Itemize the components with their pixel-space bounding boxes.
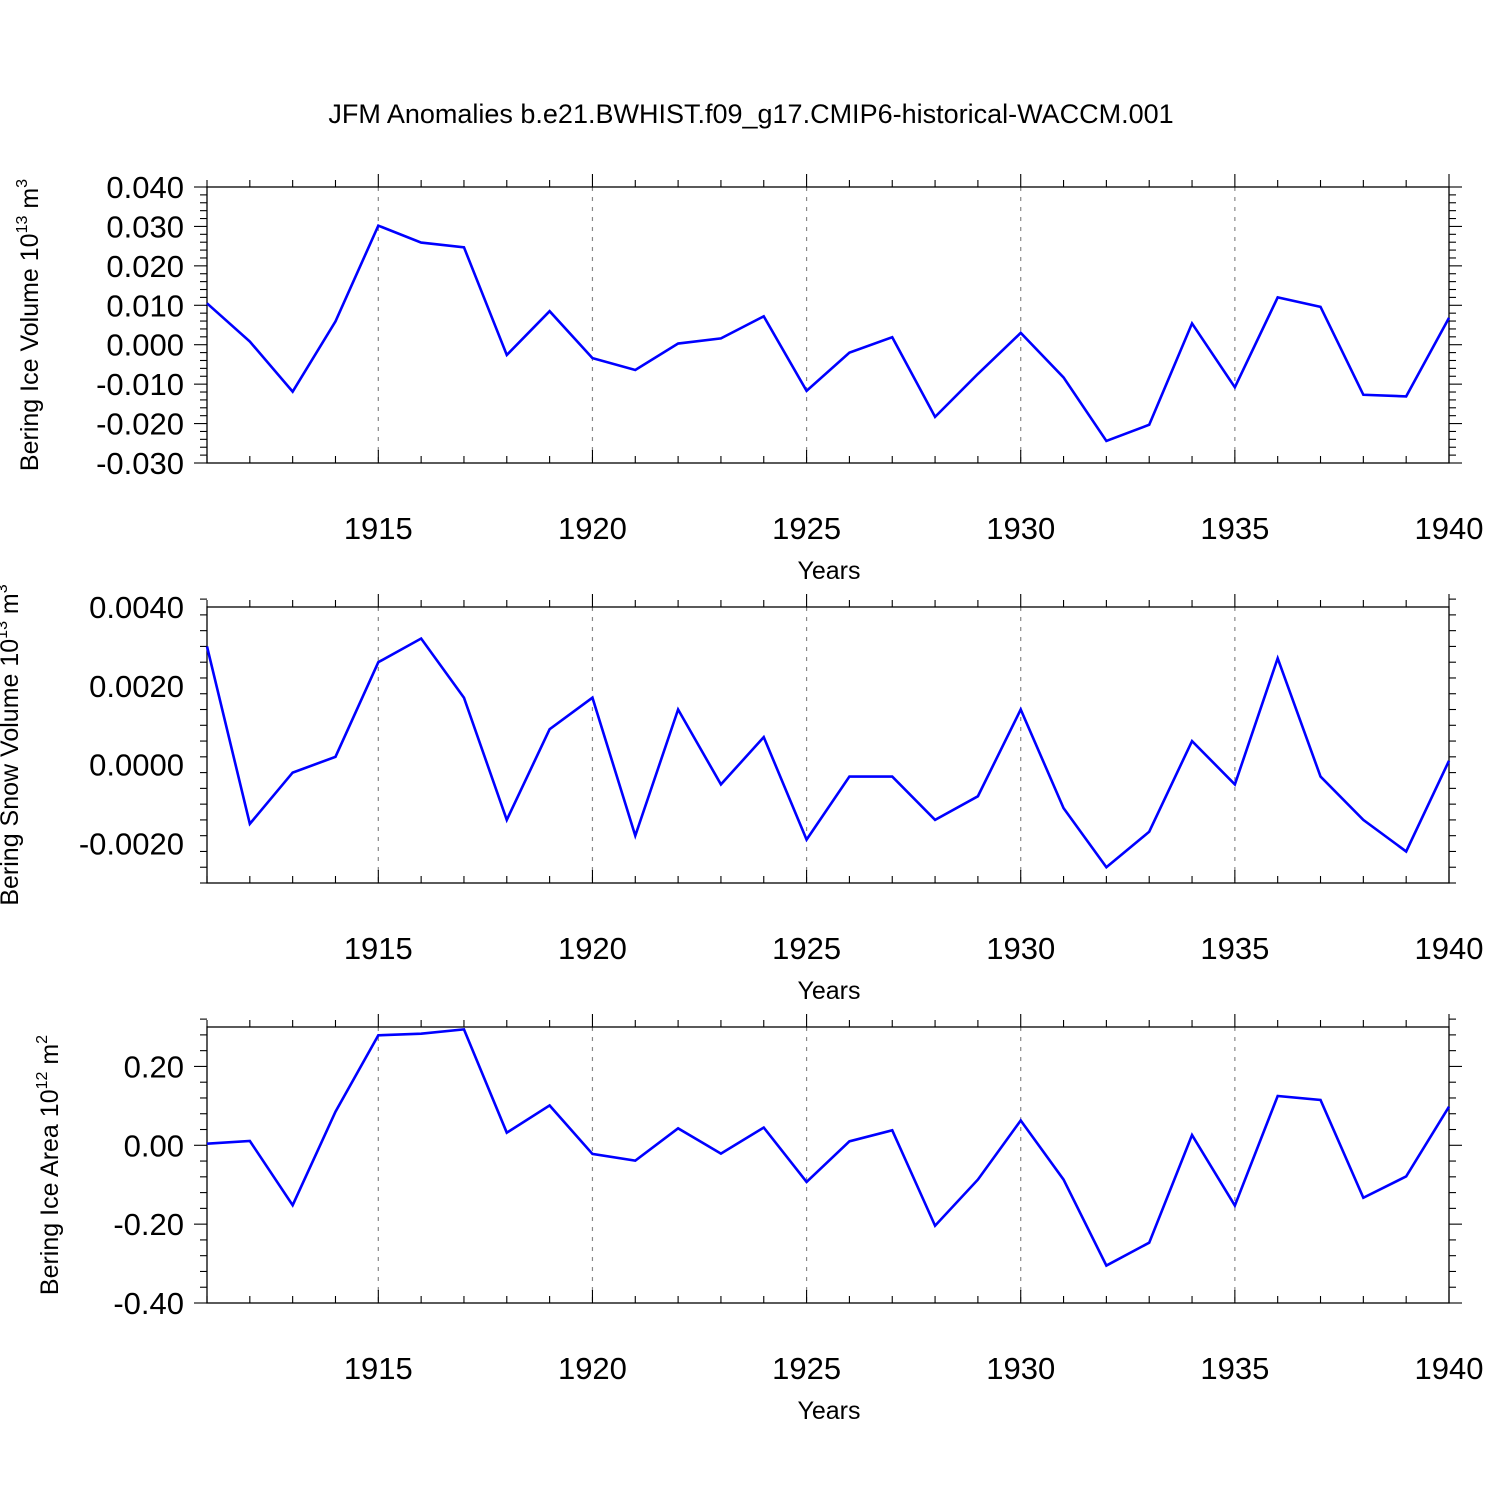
panel-1: -0.030 -0.020 -0.010 0.000 0.010 0.020 0.030 0.… <box>14 170 1483 585</box>
x-tick-label: 1915 <box>344 1351 413 1386</box>
y-tick-label: 0.020 <box>106 249 184 284</box>
x-tick-label: 1915 <box>344 931 413 966</box>
y-tick-label: 0.0040 <box>89 590 184 625</box>
x-tick-label: 1925 <box>772 931 841 966</box>
series-line <box>206 223 1451 443</box>
y-tick-label: -0.20 <box>113 1207 184 1242</box>
x-tick-label: 1920 <box>558 931 627 966</box>
x-tick-label: 1935 <box>1200 931 1269 966</box>
y-tick-label: 0.00 <box>124 1128 184 1163</box>
plot-frame <box>206 186 1450 464</box>
y-tick-label: -0.40 <box>113 1286 184 1321</box>
y-tick-label: -0.0020 <box>79 827 184 862</box>
series-line <box>205 636 1451 870</box>
x-axis-label: Years <box>797 557 860 585</box>
panel-3: -0.40 -0.20 0.00 0.20 1915 1920 1925 1930 1935 19… <box>34 1014 1483 1425</box>
x-axis-label: Years <box>797 1397 860 1425</box>
x-tick-label: 1920 <box>558 1351 627 1386</box>
x-tick-label: 1930 <box>986 931 1055 966</box>
y-tick-label: 0.030 <box>106 209 184 244</box>
plot-frame <box>206 606 1450 884</box>
y-tick-label: 0.010 <box>106 288 184 323</box>
y-axis-label: Bering Snow Volume 1013 m3 <box>0 584 24 905</box>
x-tick-label: 1940 <box>1415 511 1484 546</box>
y-axis-label: Bering Ice Volume 1013 m3 <box>14 179 44 471</box>
x-tick-label: 1920 <box>558 511 627 546</box>
panel-2: -0.0020 0.0000 0.0020 0.0040 1915 1920 1925 193… <box>0 584 1483 1005</box>
y-tick-label: -0.030 <box>96 446 184 481</box>
x-tick-label: 1935 <box>1200 1351 1269 1386</box>
x-tick-label: 1925 <box>772 511 841 546</box>
x-tick-label: 1925 <box>772 1351 841 1386</box>
x-tick-label: 1935 <box>1200 511 1269 546</box>
y-tick-label: 0.000 <box>106 328 184 363</box>
y-tick-label: 0.0000 <box>89 748 184 783</box>
x-tick-label: 1930 <box>986 1351 1055 1386</box>
panels: -0.030 -0.020 -0.010 0.000 0.010 0.020 0.030 0.… <box>0 170 1483 1425</box>
x-tick-label: 1940 <box>1415 931 1484 966</box>
y-tick-label: 0.040 <box>106 170 184 205</box>
x-tick-label: 1930 <box>986 511 1055 546</box>
chart-title: JFM Anomalies b.e21.BWHIST.f09_g17.CMIP6… <box>328 99 1173 129</box>
plot-frame <box>206 1026 1450 1304</box>
x-tick-label: 1940 <box>1415 1351 1484 1386</box>
x-tick-label: 1915 <box>344 511 413 546</box>
y-tick-label: -0.020 <box>96 407 184 442</box>
y-tick-label: 0.20 <box>124 1049 184 1084</box>
y-tick-label: 0.0020 <box>89 669 184 704</box>
y-axis-label: Bering Ice Area 1012 m2 <box>34 1035 64 1295</box>
x-axis-label: Years <box>797 977 860 1005</box>
series-line <box>206 1027 1451 1268</box>
y-tick-label: -0.010 <box>96 367 184 402</box>
